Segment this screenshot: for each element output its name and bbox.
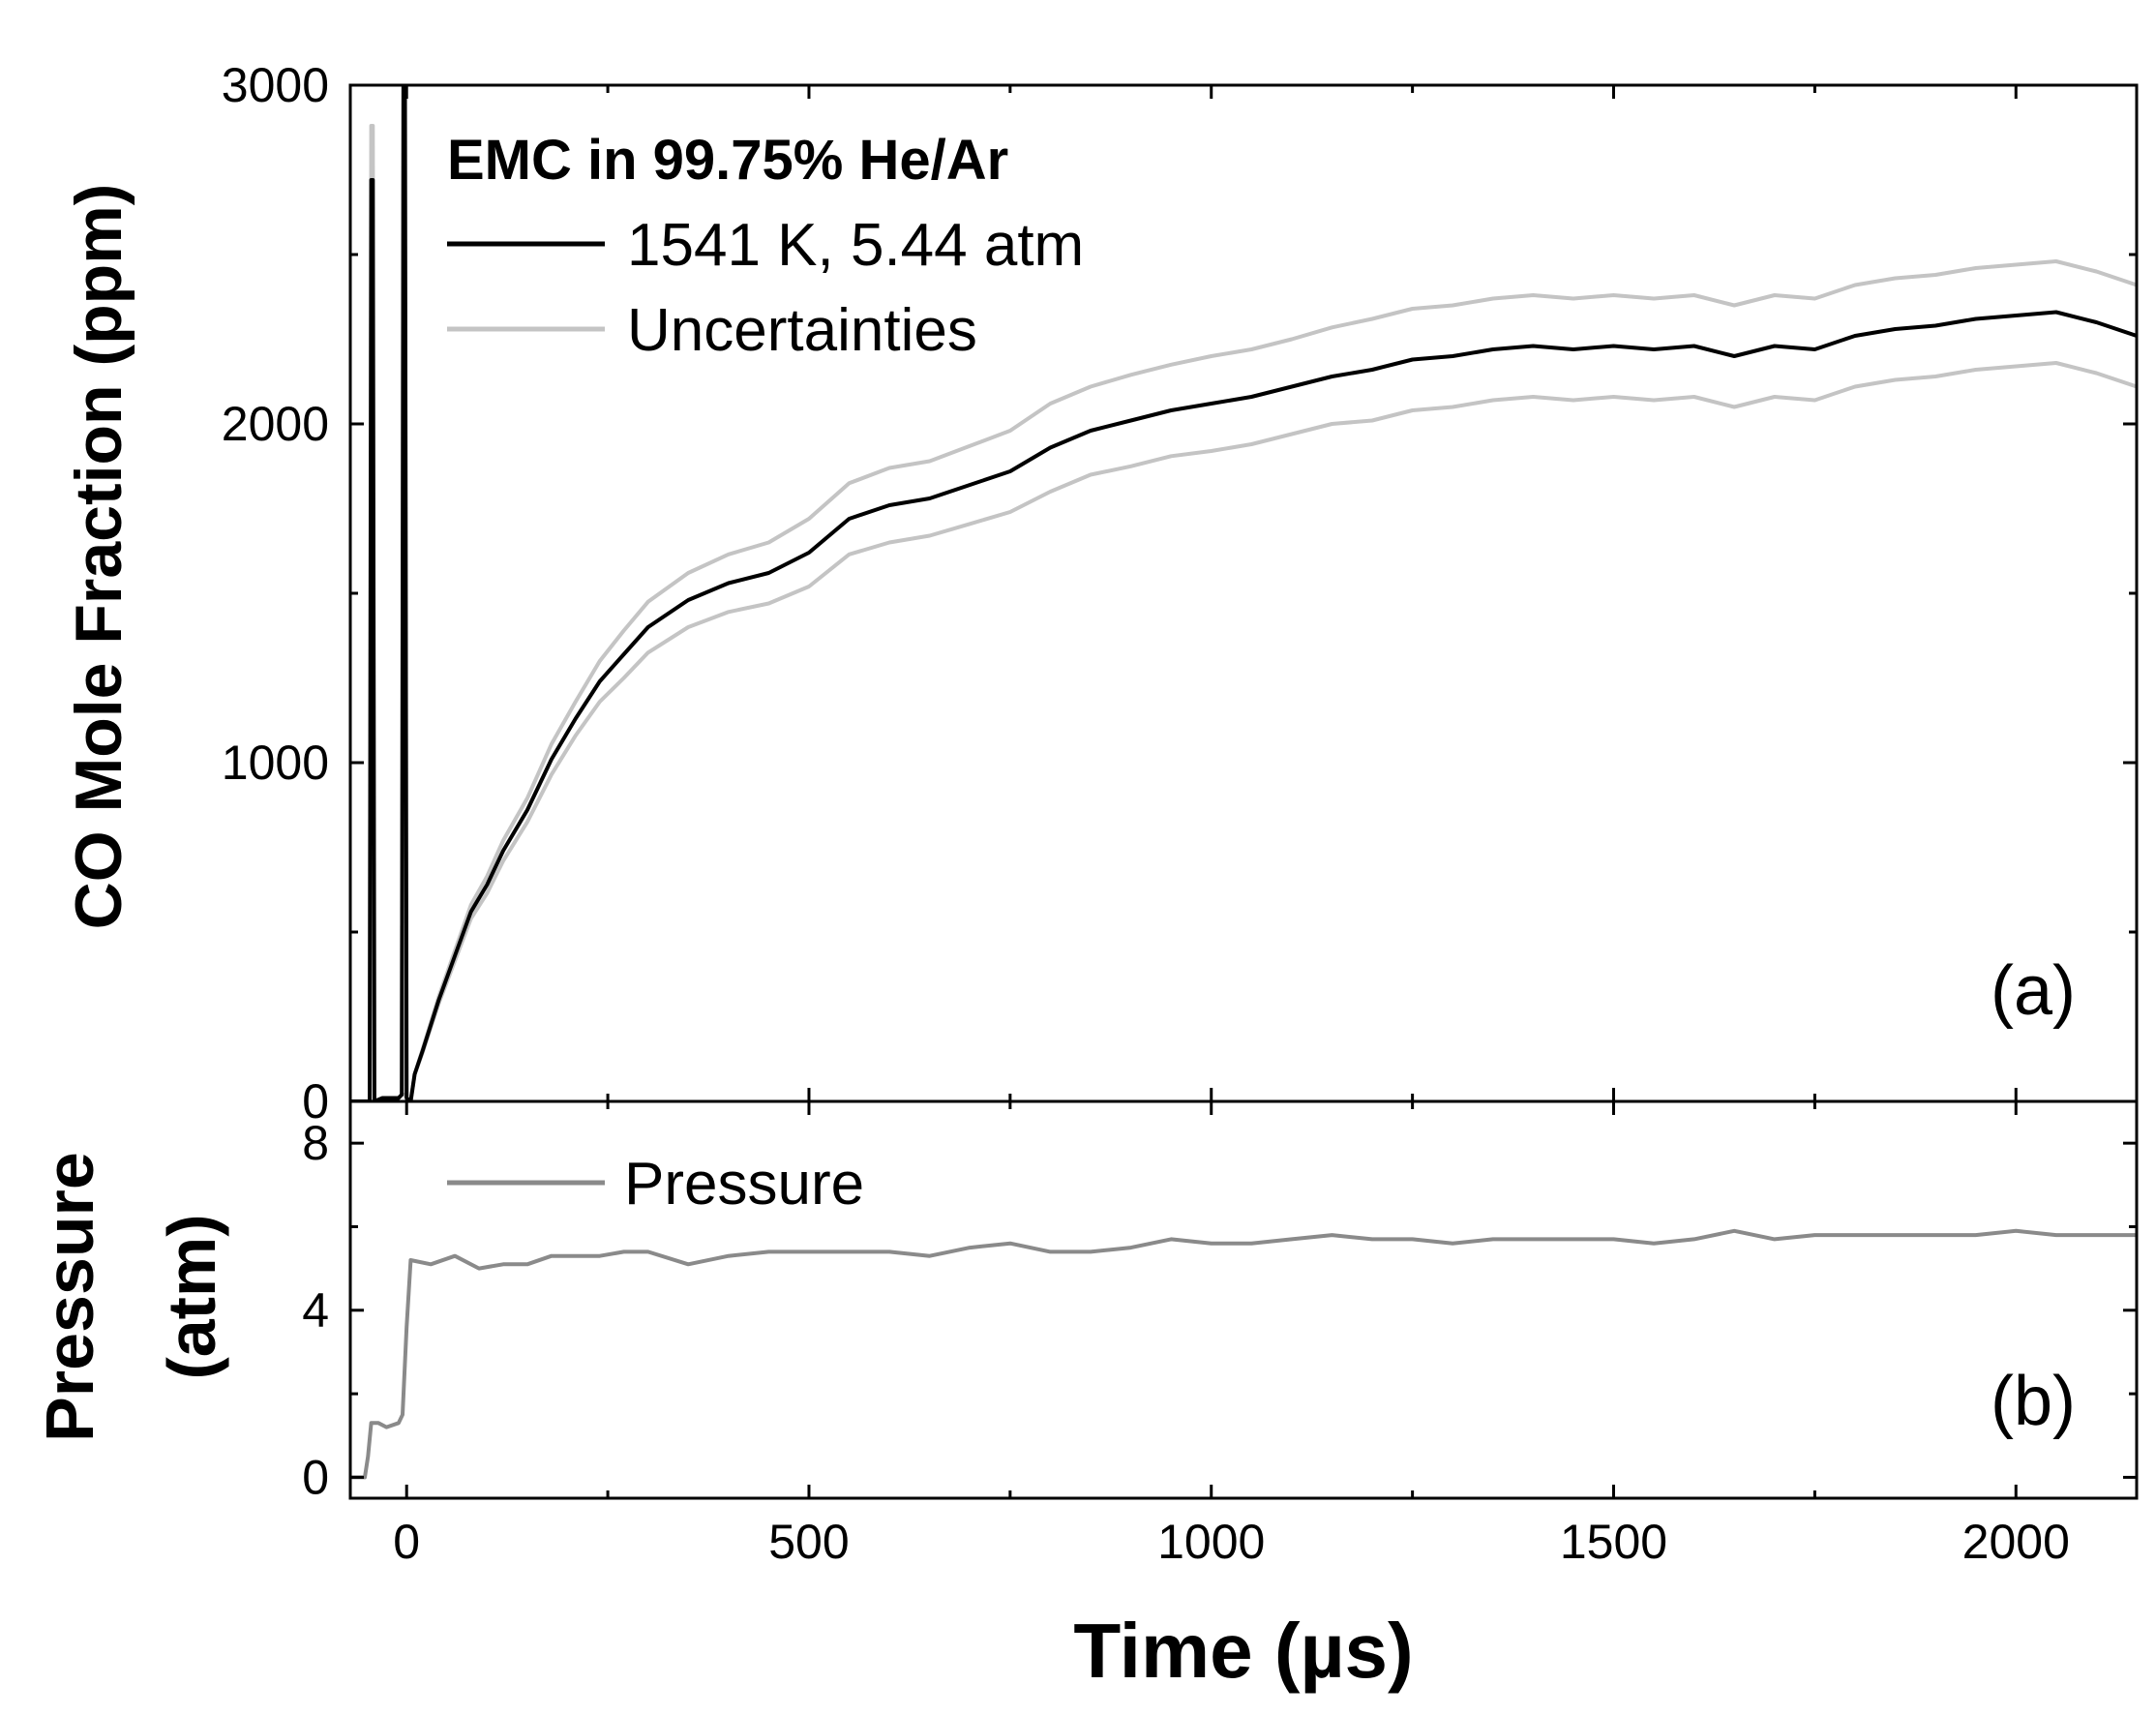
legend-title: EMC in 99.75% He/Ar bbox=[447, 129, 1008, 192]
panel-b-plot: 0 500 1000 1500 2000 0 4 8 Pressure (b) bbox=[302, 1099, 2139, 1569]
panel-a-frame bbox=[348, 83, 2139, 1103]
panel-b-frame bbox=[348, 1099, 2139, 1500]
y-tick-label: 0 bbox=[302, 1074, 329, 1128]
legend-label: 1541 K, 5.44 atm bbox=[627, 212, 1084, 279]
x-tick-label: 1000 bbox=[1157, 1515, 1265, 1569]
panel-a-plot: 0 1000 2000 3000 EMC in 99.75% He/Ar 1541 K,… bbox=[222, 58, 2139, 1128]
y-tick-label: 1000 bbox=[222, 736, 329, 790]
y-axis-title-pressure-line1: Pressure bbox=[32, 1152, 107, 1442]
series-line-pressure bbox=[350, 1228, 2137, 1480]
panel-b-label: (b) bbox=[1991, 1363, 2076, 1440]
x-tick-label: 0 bbox=[393, 1515, 420, 1569]
x-tick-label: 2000 bbox=[1962, 1515, 2070, 1569]
y-axis-title-co: CO Mole Fraction (ppm) bbox=[62, 183, 135, 930]
y-tick-label: 4 bbox=[302, 1283, 329, 1338]
x-tick-label: 1500 bbox=[1560, 1515, 1667, 1569]
series-line-uncertainties bbox=[350, 85, 2137, 1101]
y-tick-label: 3000 bbox=[222, 58, 329, 112]
series-line-1541-k-5-44-atm bbox=[350, 85, 2137, 1101]
x-tick-label: 500 bbox=[768, 1515, 849, 1569]
legend-label: Uncertainties bbox=[627, 297, 977, 364]
legend-label: Pressure bbox=[624, 1151, 864, 1218]
y-axis-title-pressure-line2: (atm) bbox=[154, 1214, 229, 1380]
y-tick-label: 8 bbox=[302, 1116, 329, 1170]
panel-a-label: (a) bbox=[1991, 952, 2076, 1030]
y-tick-label: 2000 bbox=[222, 397, 329, 451]
series-line-uncertainties-lower bbox=[350, 361, 2137, 1101]
x-axis-title: Time (µs) bbox=[1073, 1608, 1414, 1694]
y-tick-label: 0 bbox=[302, 1450, 329, 1504]
